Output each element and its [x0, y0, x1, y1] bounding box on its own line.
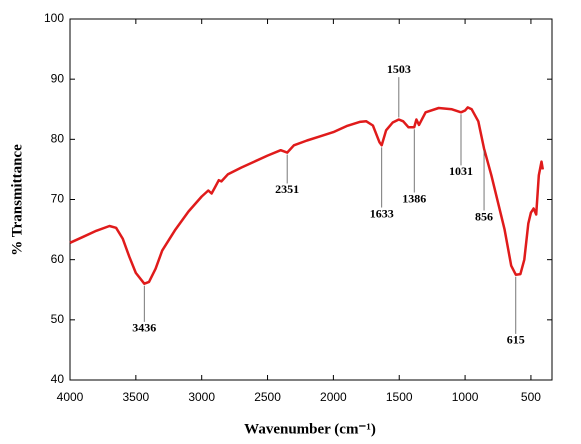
- y-tick-label: 40: [51, 372, 65, 386]
- peak-label: 615: [507, 333, 525, 347]
- y-tick-label: 70: [51, 192, 65, 206]
- y-tick-label: 50: [51, 312, 65, 326]
- peak-label: 1386: [402, 191, 426, 205]
- x-tick-label: 3000: [188, 390, 215, 404]
- y-tick-label: 80: [51, 132, 65, 146]
- y-tick-label: 90: [51, 71, 65, 85]
- peak-label: 3436: [132, 321, 156, 335]
- x-tick-label: 2000: [320, 390, 347, 404]
- spectrum-line: [69, 106, 545, 285]
- x-tick-label: 2500: [254, 390, 281, 404]
- y-tick-label: 100: [44, 11, 64, 25]
- x-tick-label: 4000: [57, 390, 84, 404]
- x-axis-label: Wavenumber (cm⁻¹): [244, 421, 376, 437]
- x-tick-label: 1000: [452, 390, 479, 404]
- peak-label: 2351: [275, 182, 299, 196]
- x-tick-label: 3500: [122, 390, 149, 404]
- peak-label: 1633: [370, 206, 394, 220]
- peak-label: 1503: [387, 62, 411, 76]
- x-tick-label: 500: [521, 390, 541, 404]
- y-tick-label: 60: [51, 252, 65, 266]
- peak-label: 856: [475, 209, 493, 223]
- peak-label: 1031: [449, 164, 473, 178]
- y-axis-label: % Transmittance: [9, 144, 25, 256]
- x-tick-label: 1500: [386, 390, 413, 404]
